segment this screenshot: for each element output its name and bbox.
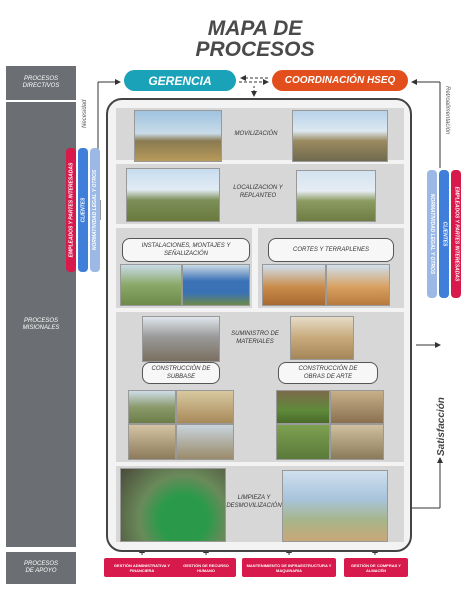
sidebar-misionales: PROCESOS MISIONALES <box>6 102 76 547</box>
gerencia-label: GERENCIA <box>148 73 212 88</box>
photo-materials <box>290 316 354 360</box>
support-mantenimiento-label: MANTENIMIENTO DE INFRAESTRUCTURA Y MAQUI… <box>246 562 332 573</box>
label-cortes: CORTES Y TERRAPLENES <box>292 247 370 253</box>
support-admin: GESTIÓN ADMINISTRATIVA Y FINANCIERA <box>104 558 180 577</box>
box-subbase: CONSTRUCCIÓN DE SUBBASE <box>142 362 220 384</box>
photo-subbase-4 <box>176 424 234 460</box>
photo-obras-3 <box>276 424 330 460</box>
label-localizacion: LOCALIZACION Y REPLANTEO <box>233 185 283 199</box>
empleados-left-pill: EMPLEADOS Y PARTES INTERESADAS <box>66 148 76 272</box>
photo-cortes-1 <box>262 264 326 306</box>
clientes-left-label: CLIENTES <box>80 197 87 223</box>
photo-subbase-1 <box>128 390 176 424</box>
sidebar-apoyo-label: PROCESOS DE APOYO <box>23 561 58 574</box>
sidebar-apoyo: PROCESOS DE APOYO <box>6 552 76 584</box>
label-movilizacion: MOVILIZACIÓN <box>234 131 278 137</box>
gerencia-pill: GERENCIA <box>124 70 236 91</box>
coordinacion-label: COORDINACIÓN HSEQ <box>284 75 396 86</box>
box-instalaciones: INSTALACIONES, MONTAJES Y SEÑALIZACIÓN <box>122 238 250 262</box>
clientes-right-pill: CLIENTES <box>439 170 449 298</box>
photo-replanteo <box>296 170 376 222</box>
support-admin-label: GESTIÓN ADMINISTRATIVA Y FINANCIERA <box>113 562 171 573</box>
normatividad-left-pill: NORMATIVIDAD LEGAL Y OTROS <box>90 148 100 272</box>
photo-limpieza-1 <box>120 468 226 542</box>
photo-subbase-2 <box>176 390 234 424</box>
photo-dumptruck <box>142 316 220 362</box>
support-compras-label: GESTIÓN DE COMPRAS Y ALMACÉN <box>351 562 401 573</box>
photo-survey <box>126 168 220 222</box>
satisfaccion-label: Satisfacción <box>436 397 447 456</box>
empleados-left-label: EMPLEADOS Y PARTES INTERESADAS <box>68 162 74 258</box>
empleados-right-pill: EMPLEADOS Y PARTES INTERESADAS <box>451 170 461 298</box>
label-obras: CONSTRUCCIÓN DE OBRAS DE ARTE <box>298 366 358 380</box>
photo-subbase-3 <box>128 424 176 460</box>
support-rrhh: GESTIÓN DE RECURSO HUMANO <box>176 558 236 577</box>
label-subbase: CONSTRUCCIÓN DE SUBBASE <box>151 366 211 380</box>
sidebar-misionales-label: PROCESOS MISIONALES <box>22 317 60 331</box>
photo-cortes-2 <box>326 264 390 306</box>
normatividad-right-label: NORMATIVIDAD LEGAL Y OTROS <box>429 193 435 275</box>
title-line-2: PROCESOS <box>195 38 315 61</box>
empleados-right-label: EMPLEADOS Y PARTES INTERESADAS <box>453 186 459 282</box>
clientes-left-pill: CLIENTES <box>78 148 88 272</box>
support-mantenimiento: MANTENIMIENTO DE INFRAESTRUCTURA Y MAQUI… <box>242 558 336 577</box>
photo-install-2 <box>182 264 250 306</box>
retroalimentacion-label: Retroalimentación <box>444 86 450 135</box>
sidebar-directivos-label: PROCESOS DIRECTIVOS <box>22 76 60 89</box>
box-cortes: CORTES Y TERRAPLENES <box>268 238 394 262</box>
photo-install-1 <box>120 264 182 306</box>
clientes-right-label: CLIENTES <box>441 221 448 247</box>
label-limpieza: LIMPIEZA Y DESMOVILIZACIÓN <box>226 495 282 509</box>
coordinacion-pill: COORDINACIÓN HSEQ <box>272 70 408 91</box>
support-compras: GESTIÓN DE COMPRAS Y ALMACÉN <box>344 558 408 577</box>
normatividad-left-label: NORMATIVIDAD LEGAL Y OTROS <box>92 169 98 251</box>
normatividad-right-pill: NORMATIVIDAD LEGAL Y OTROS <box>427 170 437 298</box>
box-obras: CONSTRUCCIÓN DE OBRAS DE ARTE <box>278 362 378 384</box>
label-instalaciones: INSTALACIONES, MONTAJES Y SEÑALIZACIÓN <box>141 243 231 257</box>
photo-vehicle <box>292 110 388 162</box>
photo-truck <box>134 110 222 162</box>
photo-obras-2 <box>330 390 384 424</box>
photo-obras-1 <box>276 390 330 424</box>
title-line-1: MAPA DE <box>207 17 303 40</box>
page-title: MAPA DE PROCESOS <box>190 18 320 60</box>
sidebar-directivos: PROCESOS DIRECTIVOS <box>6 66 76 100</box>
support-rrhh-label: GESTIÓN DE RECURSO HUMANO <box>183 562 229 573</box>
photo-obras-4 <box>330 424 384 460</box>
photo-limpieza-2 <box>282 470 388 542</box>
label-suministro: SUMINISTRO DE MATERIALES <box>231 331 279 345</box>
necesidad-label: Necesidad <box>82 99 88 128</box>
